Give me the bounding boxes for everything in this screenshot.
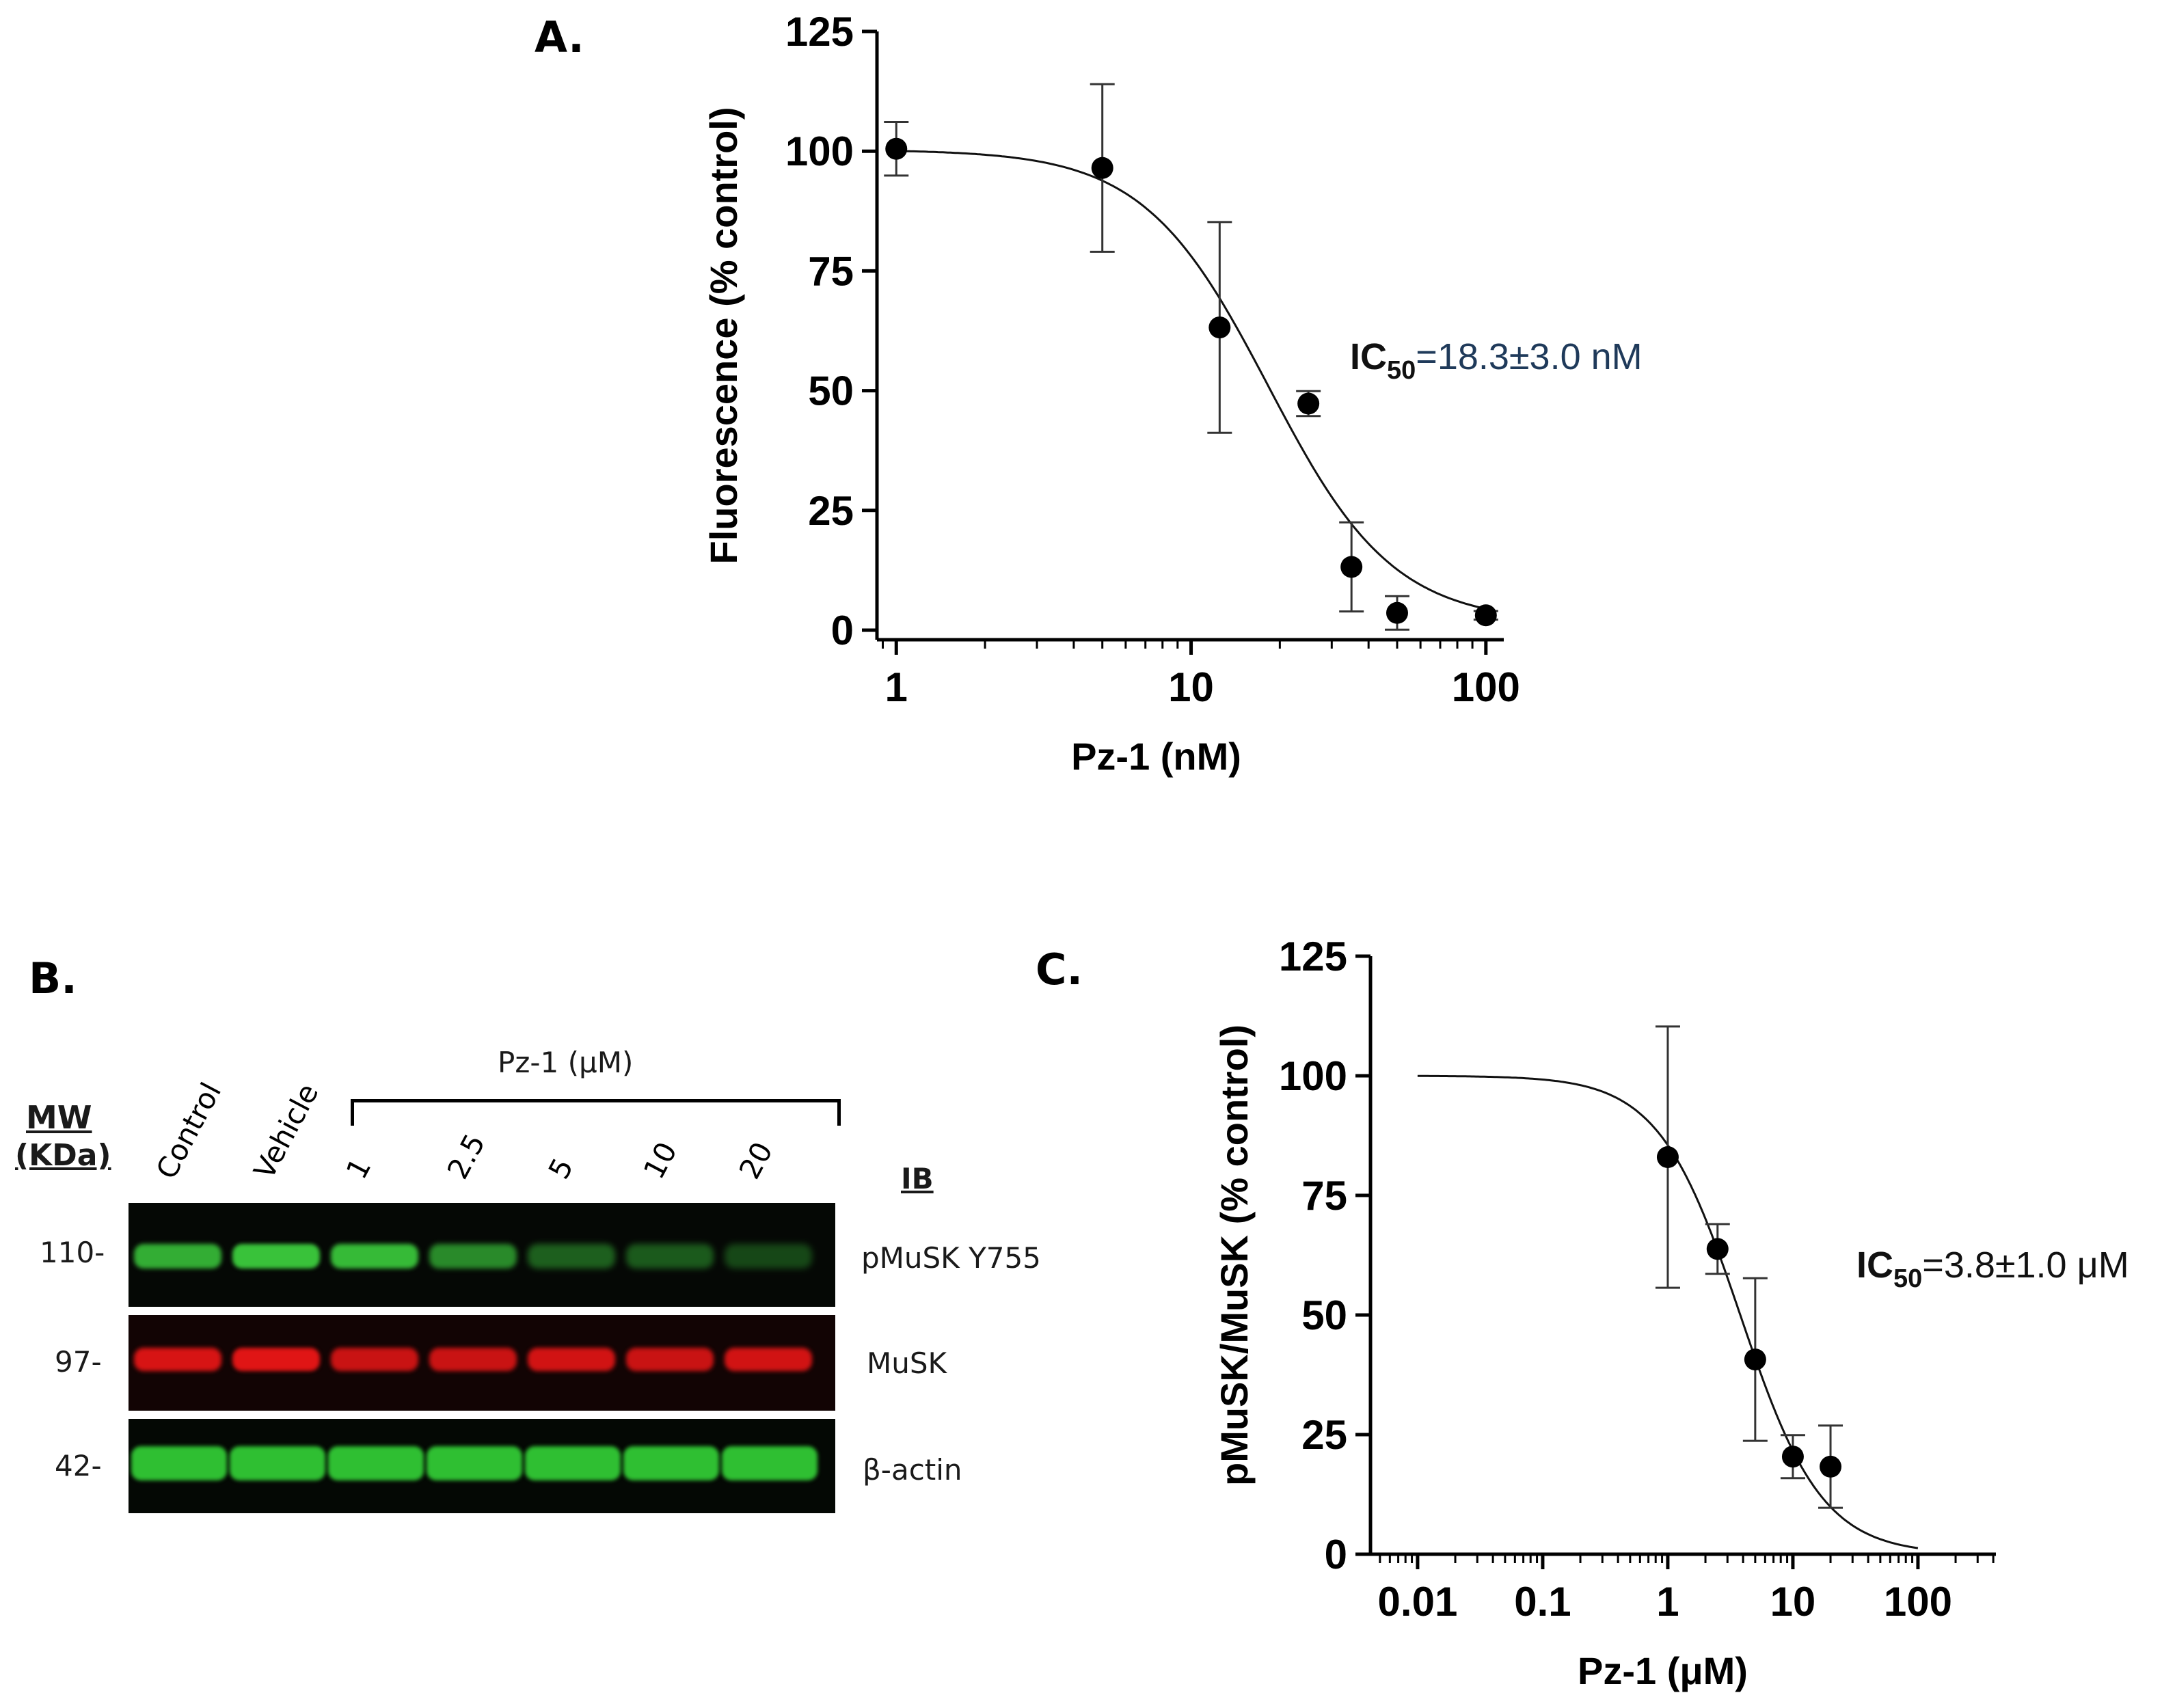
row-name-pmusk: pMuSK Y755 [861,1241,1041,1275]
band [626,1244,714,1269]
kda-label: (KDa) [15,1138,111,1173]
band [134,1348,221,1371]
x-tick-label: 10 [1168,664,1214,710]
y-tick-label: 25 [808,488,854,534]
band [232,1244,320,1269]
ib-label: IB [901,1162,934,1195]
ic50-value: =18.3±3.0 nM [1416,336,1642,377]
data-point [1706,1238,1729,1260]
ic50-subscript: 50 [1387,356,1416,385]
ic50-prefix: IC [1856,1245,1893,1286]
ic50-subscript: 50 [1893,1264,1922,1293]
panel-a-label: A. [535,12,584,62]
x-tick-label: 0.1 [1514,1579,1571,1625]
y-tick-label: 0 [1325,1532,1347,1577]
y-tick-label: 125 [785,9,854,55]
band [722,1446,818,1480]
row-name-musk: MuSK [867,1346,947,1380]
y-tick-label: 25 [1301,1412,1347,1458]
treatment-label: Pz-1 (μM) [498,1046,634,1079]
band [131,1446,227,1480]
y-tick-label: 100 [1279,1053,1347,1099]
y-tick-label: 100 [785,128,854,174]
data-point [1386,601,1408,624]
band [626,1348,714,1371]
data-point [1474,604,1497,627]
data-point [1744,1348,1766,1371]
x-tick-label: 100 [1884,1579,1952,1625]
band [232,1348,320,1371]
band [528,1348,615,1371]
y-tick-label: 50 [808,368,854,414]
band [328,1446,424,1480]
treatment-bracket [351,1099,841,1126]
x-tick-label: 0.01 [1378,1579,1458,1625]
data-point [1091,157,1113,179]
y-axis-title: Fluorescence (% control) [702,107,745,564]
fit-curve [896,150,1487,610]
y-tick-label: 50 [1301,1292,1347,1338]
x-axis-title: Pz-1 (nM) [1071,735,1241,778]
ic50-value: =3.8±1.0 μM [1922,1245,2129,1286]
mw-110: 110- [40,1236,105,1269]
x-tick-label: 10 [1770,1579,1816,1625]
blot-strip-actin [129,1419,835,1513]
x-tick-label: 1 [1656,1579,1679,1625]
y-axis-title: pMuSK/MuSK (% control) [1213,1025,1256,1486]
mw-42: 42- [55,1449,102,1482]
blot-strip-musk [129,1315,835,1411]
data-point [885,137,908,160]
band [525,1446,621,1480]
band [429,1244,517,1269]
panel-b-label: B. [29,953,77,1003]
y-tick-label: 75 [808,248,854,294]
data-point [1340,556,1363,578]
x-tick-label: 100 [1452,664,1520,710]
x-tick-label: 1 [885,664,908,710]
band [429,1348,517,1371]
band [331,1348,418,1371]
ic50-annotation: IC50=18.3±3.0 nM [1350,336,1643,385]
row-name-actin: β-actin [863,1453,962,1487]
band [230,1446,325,1480]
chart-c: 0 25 50 75 100 125 0.01 0.1 1 10 100 Pz-1 (μM) pMuSK… [1213,934,2129,1692]
y-tick-label: 75 [1301,1173,1347,1219]
data-point [1781,1446,1804,1468]
data-point [1820,1455,1842,1478]
band [331,1244,418,1269]
band [623,1446,719,1480]
y-tick-label: 125 [1279,934,1347,979]
data-point [1208,316,1231,339]
data-point [1297,392,1320,415]
x-axis-title: Pz-1 (μM) [1578,1649,1748,1692]
band [725,1348,812,1371]
mw-label: MW [26,1099,92,1136]
band [427,1446,522,1480]
band [725,1244,812,1269]
panel-c-label: C. [1036,945,1083,994]
y-tick-label: 0 [831,608,854,653]
band [134,1244,221,1269]
blot-strip-pmusk [129,1203,835,1307]
ic50-annotation: IC50=3.8±1.0 μM [1856,1245,2129,1293]
band [528,1244,615,1269]
mw-97: 97- [55,1345,102,1379]
data-point [1656,1146,1679,1168]
chart-a: 0 25 50 75 100 125 1 10 100 Pz-1 (nM) Fluorescence… [702,9,1643,778]
ic50-prefix: IC [1350,336,1387,377]
